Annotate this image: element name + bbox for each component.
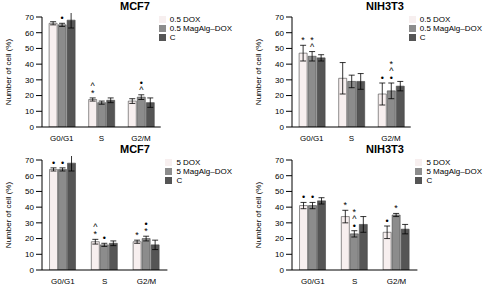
svg-text:*: * <box>135 230 139 240</box>
svg-text:G0/G1: G0/G1 <box>300 134 324 143</box>
svg-text:•: • <box>302 192 305 202</box>
svg-text:10: 10 <box>25 107 34 116</box>
svg-text:^: ^ <box>93 222 98 232</box>
svg-text:20: 20 <box>275 234 284 243</box>
svg-text:*: * <box>394 203 398 213</box>
svg-text:^: ^ <box>91 81 96 91</box>
svg-text:10: 10 <box>275 107 284 116</box>
html-text:0.5 DOX: 0.5 DOX <box>419 15 451 24</box>
svg-text:20: 20 <box>25 234 34 243</box>
svg-text:40: 40 <box>25 60 34 69</box>
html-text:C: C <box>426 176 433 185</box>
svg-text:•: • <box>386 216 389 226</box>
html-text:0.5 MagAlg–DOX: 0.5 MagAlg–DOX <box>419 24 482 33</box>
svg-text:70: 70 <box>275 13 284 22</box>
svg-text:0: 0 <box>280 123 285 132</box>
html-text:5 MagAlg–DOX: 5 MagAlg–DOX <box>176 167 232 176</box>
svg-text:60: 60 <box>25 172 34 181</box>
svg-text:Number of cell (%): Number of cell (%) <box>254 182 263 249</box>
svg-text:70: 70 <box>275 156 284 165</box>
svg-text:50: 50 <box>275 44 284 53</box>
svg-text:Number of cell (%): Number of cell (%) <box>4 182 13 249</box>
svg-text:30: 30 <box>25 219 34 228</box>
svg-text:10: 10 <box>25 250 34 259</box>
svg-text:•: • <box>311 192 314 202</box>
svg-text:S: S <box>102 277 107 286</box>
svg-text:50: 50 <box>275 187 284 196</box>
html-text:C: C <box>176 176 183 185</box>
svg-text:10: 10 <box>275 250 284 259</box>
html-text:C: C <box>419 33 426 42</box>
svg-text:G0/G1: G0/G1 <box>50 134 74 143</box>
svg-text:*: * <box>301 35 305 45</box>
svg-text:20: 20 <box>25 91 34 100</box>
svg-text:G2/M: G2/M <box>387 277 407 286</box>
html-text:C: C <box>169 33 176 42</box>
svg-text:Number of cell (%): Number of cell (%) <box>4 39 13 106</box>
svg-text:*: * <box>344 200 348 210</box>
svg-text:S: S <box>349 134 354 143</box>
svg-text:G0/G1: G0/G1 <box>301 277 325 286</box>
svg-text:•: • <box>140 78 143 88</box>
svg-text:Number of cell (%): Number of cell (%) <box>254 39 263 106</box>
svg-text:70: 70 <box>25 156 34 165</box>
svg-text:*: * <box>390 59 394 69</box>
svg-text:G2/M: G2/M <box>137 277 157 286</box>
html-text:0.5 DOX: 0.5 DOX <box>169 15 201 24</box>
svg-text:30: 30 <box>25 76 34 85</box>
svg-text:40: 40 <box>275 60 284 69</box>
svg-text:60: 60 <box>25 29 34 38</box>
svg-text:*: * <box>310 35 314 45</box>
svg-text:0: 0 <box>30 266 35 275</box>
svg-text:G0/G1: G0/G1 <box>51 277 75 286</box>
svg-text:30: 30 <box>275 76 284 85</box>
svg-text:G2/M: G2/M <box>381 134 401 143</box>
svg-text:0: 0 <box>30 123 35 132</box>
html-text:MCF7: MCF7 <box>120 0 150 12</box>
svg-text:50: 50 <box>25 187 34 196</box>
svg-text:•: • <box>145 219 148 229</box>
svg-text:60: 60 <box>275 29 284 38</box>
svg-text:G2/M: G2/M <box>131 134 151 143</box>
html-text:0.5 MagAlg–DOX: 0.5 MagAlg–DOX <box>169 24 232 33</box>
svg-text:•: • <box>61 158 64 168</box>
svg-text:•: • <box>103 233 106 243</box>
html-text:MCF7: MCF7 <box>120 143 150 155</box>
svg-text:S: S <box>352 277 357 286</box>
svg-text:20: 20 <box>275 91 284 100</box>
html-text:5 DOX: 5 DOX <box>176 158 201 167</box>
svg-text:40: 40 <box>25 203 34 212</box>
svg-text:70: 70 <box>25 13 34 22</box>
svg-text:•: • <box>61 13 64 23</box>
svg-text:30: 30 <box>275 219 284 228</box>
html-text:5 DOX: 5 DOX <box>426 158 451 167</box>
html-text:5 MagAlg–DOX: 5 MagAlg–DOX <box>426 167 482 176</box>
svg-text:0: 0 <box>280 266 285 275</box>
svg-text:40: 40 <box>275 203 284 212</box>
html-text:NIH3T3: NIH3T3 <box>366 143 404 155</box>
svg-text:*: * <box>353 207 357 217</box>
svg-text:S: S <box>99 134 104 143</box>
svg-text:•: • <box>381 73 384 83</box>
svg-text:60: 60 <box>275 172 284 181</box>
svg-text:•: • <box>52 158 55 168</box>
svg-text:50: 50 <box>25 44 34 53</box>
html-text:NIH3T3: NIH3T3 <box>366 0 404 12</box>
